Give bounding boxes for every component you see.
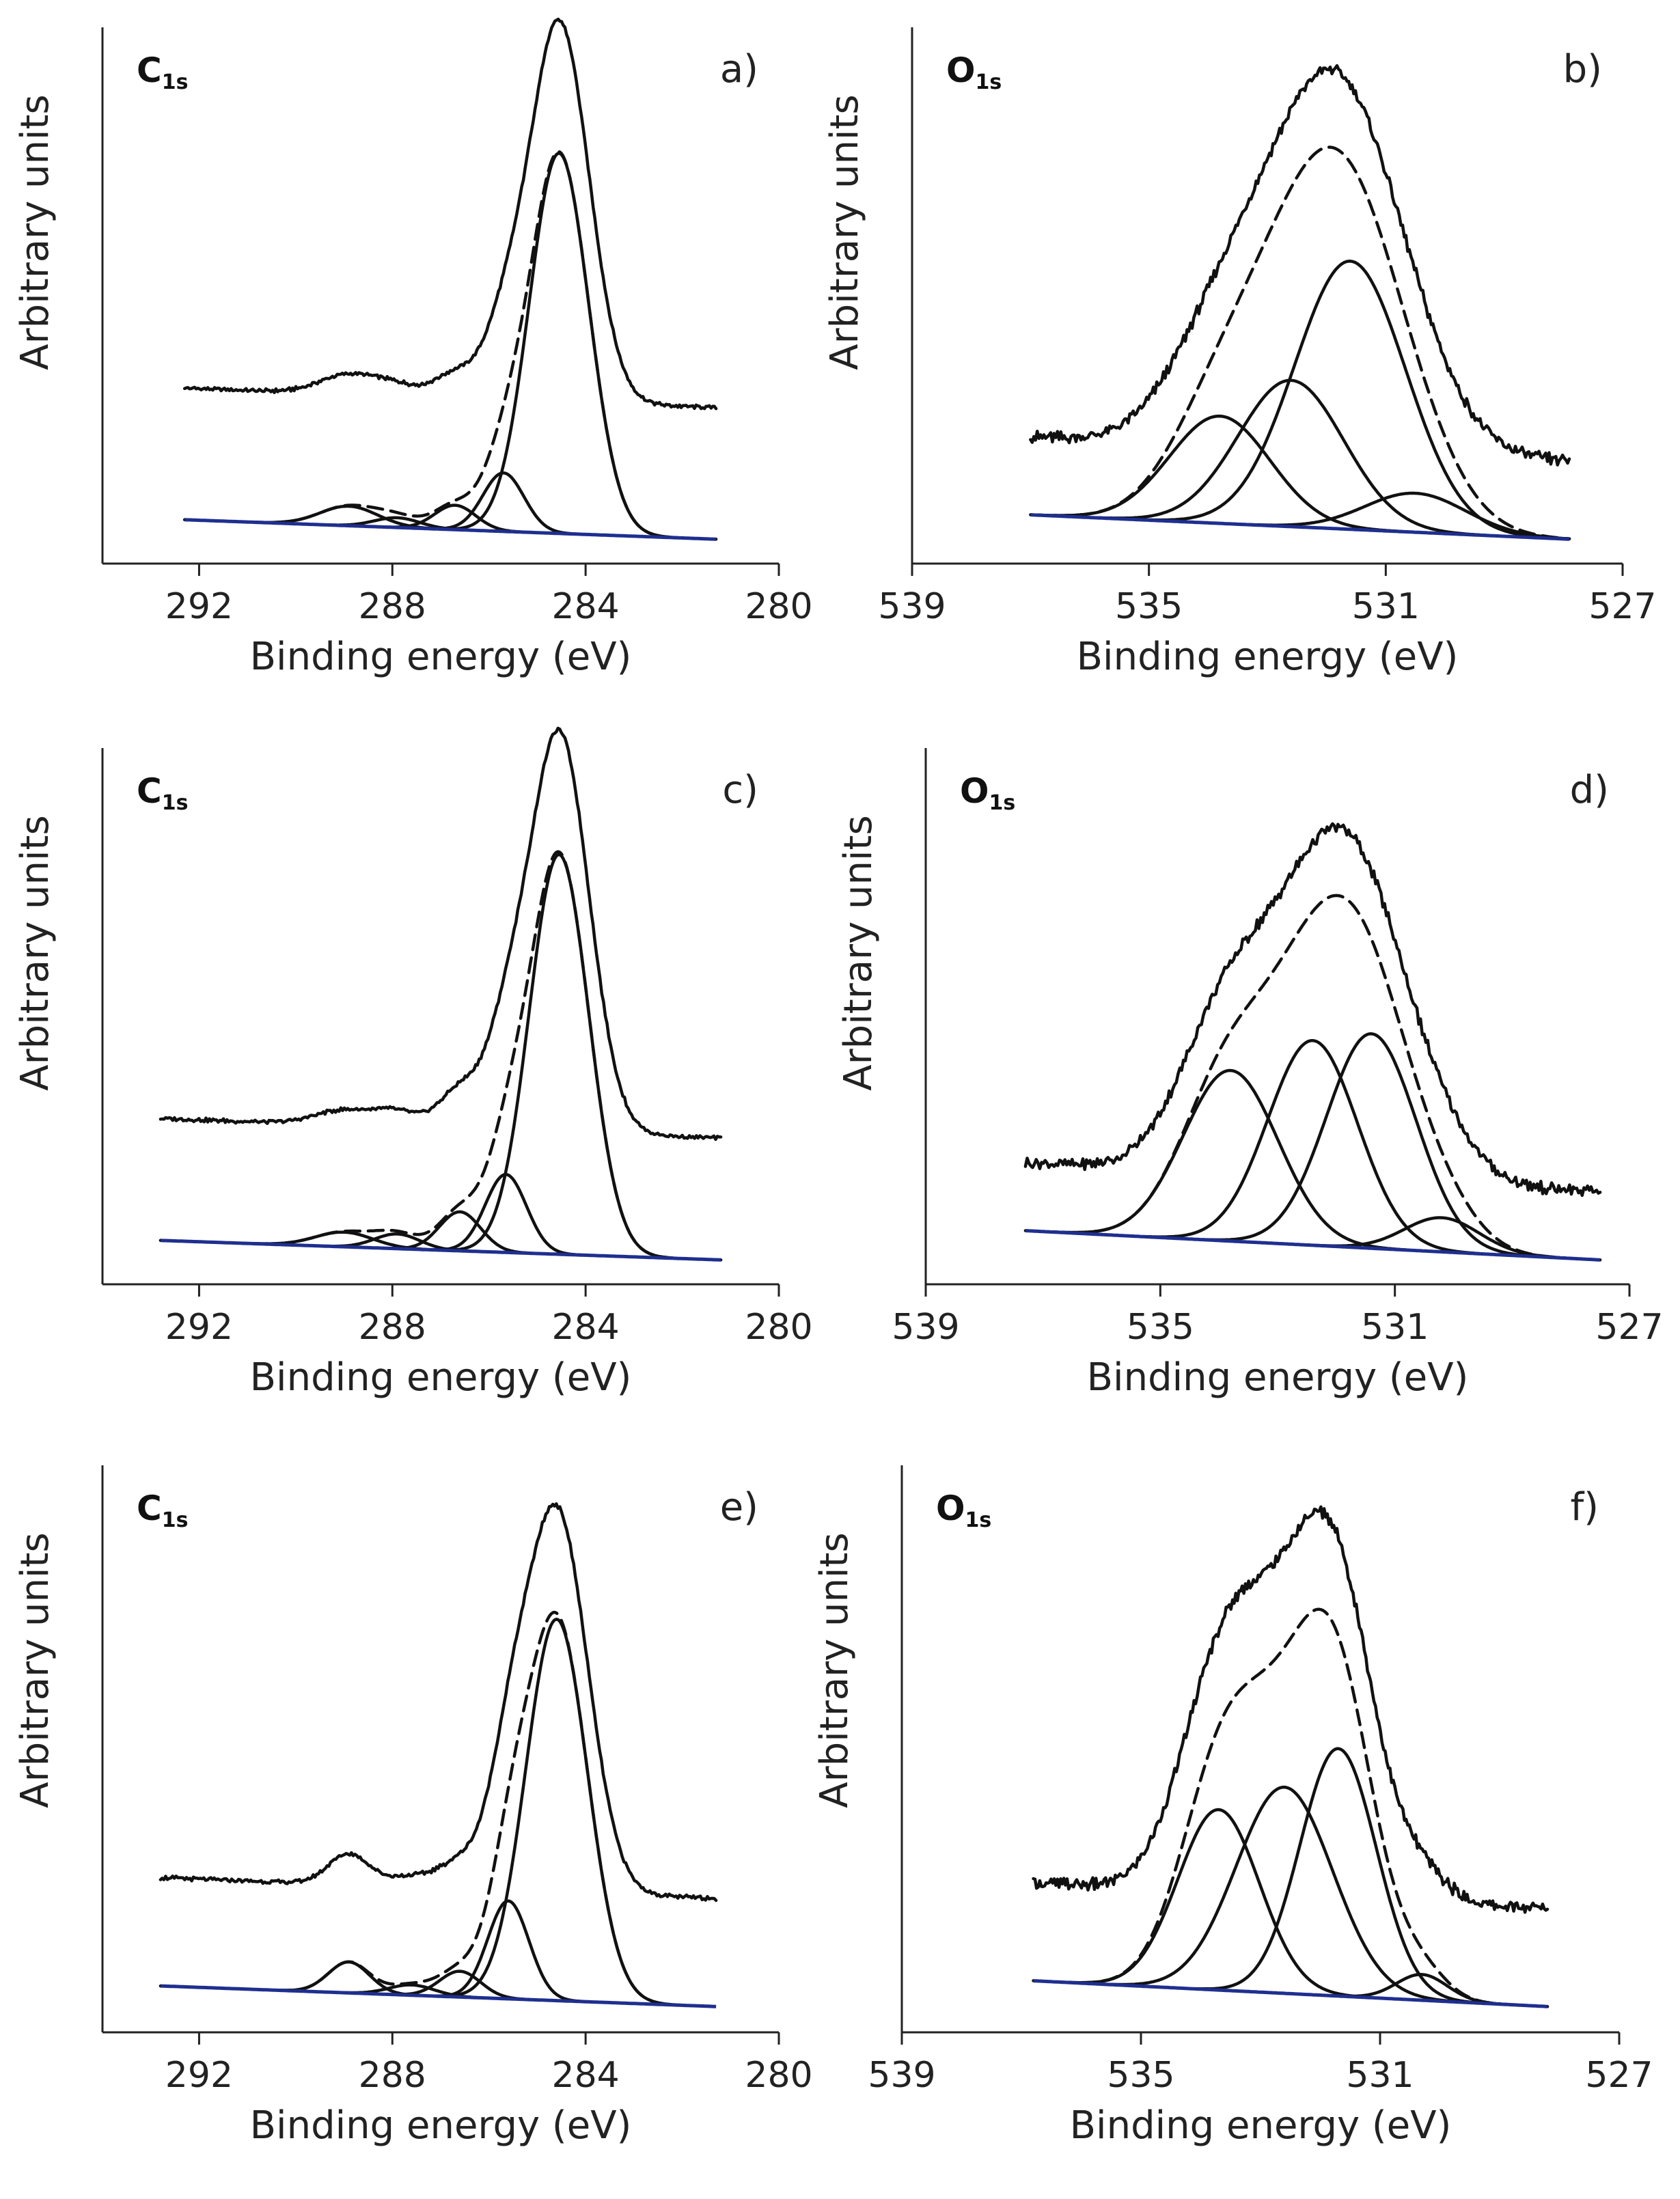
fit-component-peak-1 bbox=[440, 1618, 673, 2006]
core-level-label: O1s bbox=[936, 1489, 991, 1532]
y-axis-title: Arbitrary units bbox=[836, 815, 881, 1090]
fit-component-peak-3 bbox=[1065, 1808, 1373, 2000]
panel-label: b) bbox=[1563, 47, 1602, 92]
x-tick-label: 527 bbox=[1595, 1307, 1663, 1348]
x-tick-label: 284 bbox=[552, 2055, 620, 2096]
measured-spectrum bbox=[1023, 822, 1602, 1198]
background-baseline bbox=[184, 518, 717, 541]
x-tick-label: 535 bbox=[1107, 2055, 1174, 2096]
background-baseline bbox=[160, 1239, 721, 1262]
core-level-label: C1s bbox=[137, 1489, 188, 1532]
panel-label: c) bbox=[722, 768, 758, 812]
x-axis-title: Binding energy (eV) bbox=[1077, 635, 1459, 679]
fitted-envelope bbox=[1029, 146, 1571, 540]
chart-panel-d: 539 535 531 527 Binding energy (eV) Arbitrary… bbox=[836, 748, 1664, 1400]
x-tick-label: 288 bbox=[359, 586, 426, 627]
fit-component-peak-2 bbox=[430, 1899, 586, 2004]
x-tick-label: 292 bbox=[165, 1307, 233, 1348]
measured-spectrum bbox=[1029, 64, 1571, 467]
x-tick-label: 539 bbox=[878, 586, 946, 627]
fitted-envelope bbox=[159, 850, 723, 1262]
x-tick-label: 527 bbox=[1585, 2055, 1653, 2096]
chart-panel-b: 539 535 531 527 Binding energy (eV) Arbitrary… bbox=[823, 27, 1657, 679]
y-axis-title: Arbitrary units bbox=[823, 94, 867, 370]
fitted-envelope bbox=[1023, 894, 1602, 1262]
x-tick-label: 288 bbox=[359, 1307, 426, 1348]
background-baseline bbox=[1030, 513, 1570, 541]
measured-spectrum bbox=[159, 726, 723, 1142]
fit-component-peak-3 bbox=[1052, 1068, 1410, 1252]
x-tick-label: 280 bbox=[745, 2055, 812, 2096]
chart-panel-e: 292 288 284 280 Binding energy (eV) Arbitrary… bbox=[13, 1465, 813, 2148]
chart-panel-a: 292 288 284 280 Binding energy (eV) Arbitrary… bbox=[13, 17, 813, 679]
panel-label: e) bbox=[720, 1485, 758, 1530]
measured-spectrum bbox=[1032, 1505, 1550, 1914]
x-tick-label: 531 bbox=[1352, 586, 1420, 627]
core-level-label: O1s bbox=[946, 51, 1002, 94]
background-baseline bbox=[1025, 1229, 1601, 1262]
fit-component-peak-3 bbox=[1030, 414, 1412, 534]
fitted-envelope bbox=[159, 1610, 718, 2008]
fit-component-peak-2 bbox=[425, 471, 581, 536]
background-baseline bbox=[1033, 1979, 1548, 2008]
core-level-label: C1s bbox=[137, 51, 188, 94]
x-tick-label: 284 bbox=[552, 1307, 620, 1348]
y-axis-title: Arbitrary units bbox=[812, 1532, 857, 1808]
fit-component-peak-1 bbox=[1142, 260, 1559, 540]
fit-component-peak-2 bbox=[1142, 1038, 1483, 1256]
x-tick-label: 531 bbox=[1346, 2055, 1414, 2096]
fit-component-peak-1 bbox=[1201, 1032, 1541, 1258]
fitted-envelope bbox=[1032, 1607, 1550, 2008]
x-tick-label: 292 bbox=[165, 586, 233, 627]
fit-component-peak-1 bbox=[1194, 1747, 1483, 2005]
chart-panel-f: 539 535 531 527 Binding energy (eV) Arbitrary… bbox=[812, 1465, 1653, 2148]
x-tick-label: 535 bbox=[1115, 586, 1183, 627]
x-tick-label: 531 bbox=[1361, 1307, 1429, 1348]
y-axis-title: Arbitrary units bbox=[13, 1532, 57, 1808]
x-tick-label: 288 bbox=[359, 2055, 426, 2096]
measured-spectrum bbox=[159, 1502, 718, 1903]
core-level-label: O1s bbox=[960, 771, 1015, 815]
x-tick-label: 539 bbox=[892, 1307, 959, 1348]
fit-component-peak-2 bbox=[428, 1172, 584, 1257]
fit-component-peak-2 bbox=[1102, 1785, 1468, 2004]
x-tick-label: 539 bbox=[868, 2055, 935, 2096]
core-level-label: C1s bbox=[137, 771, 188, 815]
x-tick-label: 280 bbox=[745, 586, 812, 627]
x-tick-label: 280 bbox=[745, 1307, 812, 1348]
panel-label: f) bbox=[1570, 1485, 1599, 1530]
background-baseline bbox=[160, 1984, 717, 2008]
y-axis-title: Arbitrary units bbox=[13, 94, 57, 370]
measured-spectrum bbox=[182, 17, 718, 411]
panel-label: d) bbox=[1570, 768, 1609, 812]
y-axis-title: Arbitrary units bbox=[13, 815, 57, 1090]
x-axis-title: Binding energy (eV) bbox=[250, 1355, 632, 1400]
chart-panel-c: 292 288 284 280 Binding energy (eV) Arbitrary… bbox=[13, 726, 813, 1400]
x-axis-title: Binding energy (eV) bbox=[250, 2103, 632, 2148]
x-axis-title: Binding energy (eV) bbox=[250, 635, 632, 679]
x-axis-title: Binding energy (eV) bbox=[1070, 2103, 1452, 2148]
fitted-envelope bbox=[182, 150, 718, 541]
x-tick-label: 284 bbox=[552, 586, 620, 627]
panel-label: a) bbox=[720, 47, 758, 92]
x-tick-label: 527 bbox=[1588, 586, 1656, 627]
fit-component-peak-2 bbox=[1091, 378, 1490, 538]
x-tick-label: 292 bbox=[165, 2055, 233, 2096]
x-tick-label: 535 bbox=[1127, 1307, 1194, 1348]
x-axis-title: Binding energy (eV) bbox=[1087, 1355, 1469, 1400]
